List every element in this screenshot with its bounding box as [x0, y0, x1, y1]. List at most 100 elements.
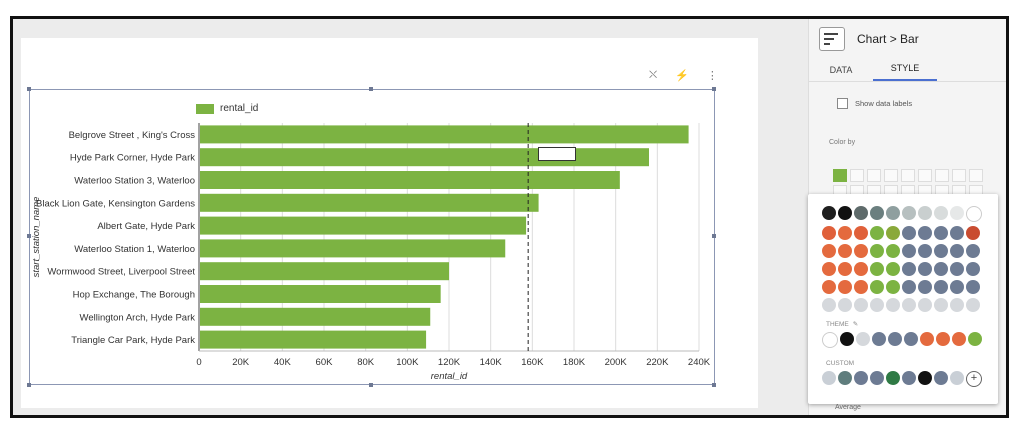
color-swatch[interactable] — [870, 206, 884, 220]
color-swatch[interactable] — [950, 226, 964, 240]
color-swatch[interactable] — [838, 371, 852, 385]
color-swatch[interactable] — [918, 206, 932, 220]
color-swatch[interactable] — [854, 371, 868, 385]
color-swatch[interactable] — [902, 206, 916, 220]
color-swatch[interactable] — [838, 280, 852, 294]
color-swatch[interactable] — [838, 244, 852, 258]
color-swatch[interactable] — [902, 262, 916, 276]
series-color-swatch[interactable] — [884, 169, 898, 182]
color-swatch[interactable] — [822, 332, 838, 348]
color-swatch[interactable] — [886, 262, 900, 276]
series-color-swatch[interactable] — [901, 169, 915, 182]
filter-off-icon[interactable]: ⛌ — [649, 69, 658, 81]
color-swatch[interactable] — [838, 206, 852, 220]
show-data-labels-checkbox[interactable] — [837, 98, 848, 109]
color-swatch[interactable] — [950, 371, 964, 385]
color-swatch[interactable] — [934, 298, 948, 312]
color-swatch[interactable] — [936, 332, 950, 346]
resize-handle[interactable] — [27, 87, 31, 91]
resize-handle[interactable] — [712, 234, 716, 238]
color-swatch[interactable] — [822, 226, 836, 240]
color-swatch[interactable] — [934, 262, 948, 276]
show-data-labels-option[interactable]: Show data labels — [837, 98, 1006, 109]
resize-handle[interactable] — [27, 234, 31, 238]
series-color-swatch[interactable] — [918, 169, 932, 182]
color-swatch[interactable] — [854, 244, 868, 258]
color-swatch[interactable] — [902, 371, 916, 385]
color-swatch[interactable] — [870, 226, 884, 240]
color-swatch[interactable] — [886, 244, 900, 258]
color-swatch[interactable] — [886, 206, 900, 220]
color-swatch[interactable] — [854, 280, 868, 294]
resize-handle[interactable] — [712, 383, 716, 387]
series-color-swatch[interactable] — [935, 169, 949, 182]
color-swatch[interactable] — [870, 244, 884, 258]
color-swatch[interactable] — [902, 226, 916, 240]
more-vert-icon[interactable]: ⋮ — [706, 70, 718, 82]
color-swatch[interactable] — [904, 332, 918, 346]
color-swatch[interactable] — [854, 206, 868, 220]
color-swatch[interactable] — [902, 244, 916, 258]
color-swatch[interactable] — [918, 226, 932, 240]
chart-type-icon[interactable] — [819, 27, 845, 51]
bolt-icon[interactable]: ⚡ — [675, 70, 689, 82]
color-swatch[interactable] — [966, 262, 980, 276]
color-swatch[interactable] — [934, 280, 948, 294]
resize-handle[interactable] — [27, 383, 31, 387]
pencil-icon[interactable]: ✎ — [852, 321, 859, 328]
color-swatch[interactable] — [838, 298, 852, 312]
color-swatch[interactable] — [918, 371, 932, 385]
color-swatch[interactable] — [822, 262, 836, 276]
color-swatch[interactable] — [838, 262, 852, 276]
color-swatch[interactable] — [870, 262, 884, 276]
color-swatch[interactable] — [918, 244, 932, 258]
color-swatch[interactable] — [934, 371, 948, 385]
color-swatch[interactable] — [966, 280, 980, 294]
color-swatch[interactable] — [822, 298, 836, 312]
series-color-swatch[interactable] — [969, 169, 983, 182]
color-swatch[interactable] — [838, 226, 852, 240]
color-swatch[interactable] — [872, 332, 886, 346]
color-swatch[interactable] — [822, 280, 836, 294]
color-swatch[interactable] — [952, 332, 966, 346]
color-swatch[interactable] — [870, 280, 884, 294]
color-swatch[interactable] — [870, 371, 884, 385]
color-swatch[interactable] — [854, 298, 868, 312]
color-swatch[interactable] — [870, 298, 884, 312]
color-swatch[interactable] — [920, 332, 934, 346]
color-swatch[interactable] — [950, 262, 964, 276]
color-swatch[interactable] — [950, 280, 964, 294]
color-swatch[interactable] — [886, 226, 900, 240]
color-swatch[interactable] — [886, 298, 900, 312]
color-swatch[interactable] — [950, 298, 964, 312]
color-swatch[interactable] — [918, 262, 932, 276]
color-swatch[interactable] — [950, 206, 964, 220]
color-swatch[interactable] — [822, 371, 836, 385]
color-swatch[interactable] — [968, 332, 982, 346]
color-swatch[interactable] — [902, 298, 916, 312]
series-color-swatch[interactable] — [867, 169, 881, 182]
tab-style[interactable]: STYLE — [873, 63, 937, 81]
color-swatch[interactable] — [822, 206, 836, 220]
color-swatch[interactable] — [902, 280, 916, 294]
color-swatch[interactable] — [854, 262, 868, 276]
color-swatch[interactable] — [886, 280, 900, 294]
color-swatch[interactable] — [966, 298, 980, 312]
add-color-icon[interactable]: + — [966, 371, 982, 387]
resize-handle[interactable] — [369, 87, 373, 91]
color-swatch[interactable] — [854, 226, 868, 240]
series-color-swatch[interactable] — [850, 169, 864, 182]
color-swatch[interactable] — [888, 332, 902, 346]
resize-handle[interactable] — [712, 87, 716, 91]
tab-data[interactable]: DATA — [829, 65, 853, 75]
color-swatch[interactable] — [966, 226, 980, 240]
color-swatch[interactable] — [856, 332, 870, 346]
color-swatch[interactable] — [934, 206, 948, 220]
series-color-swatch[interactable] — [833, 169, 847, 182]
color-swatch[interactable] — [934, 244, 948, 258]
series-color-swatch[interactable] — [952, 169, 966, 182]
color-swatch[interactable] — [966, 244, 980, 258]
color-swatch[interactable] — [950, 244, 964, 258]
color-swatch[interactable] — [886, 371, 900, 385]
color-swatch[interactable] — [966, 206, 982, 222]
